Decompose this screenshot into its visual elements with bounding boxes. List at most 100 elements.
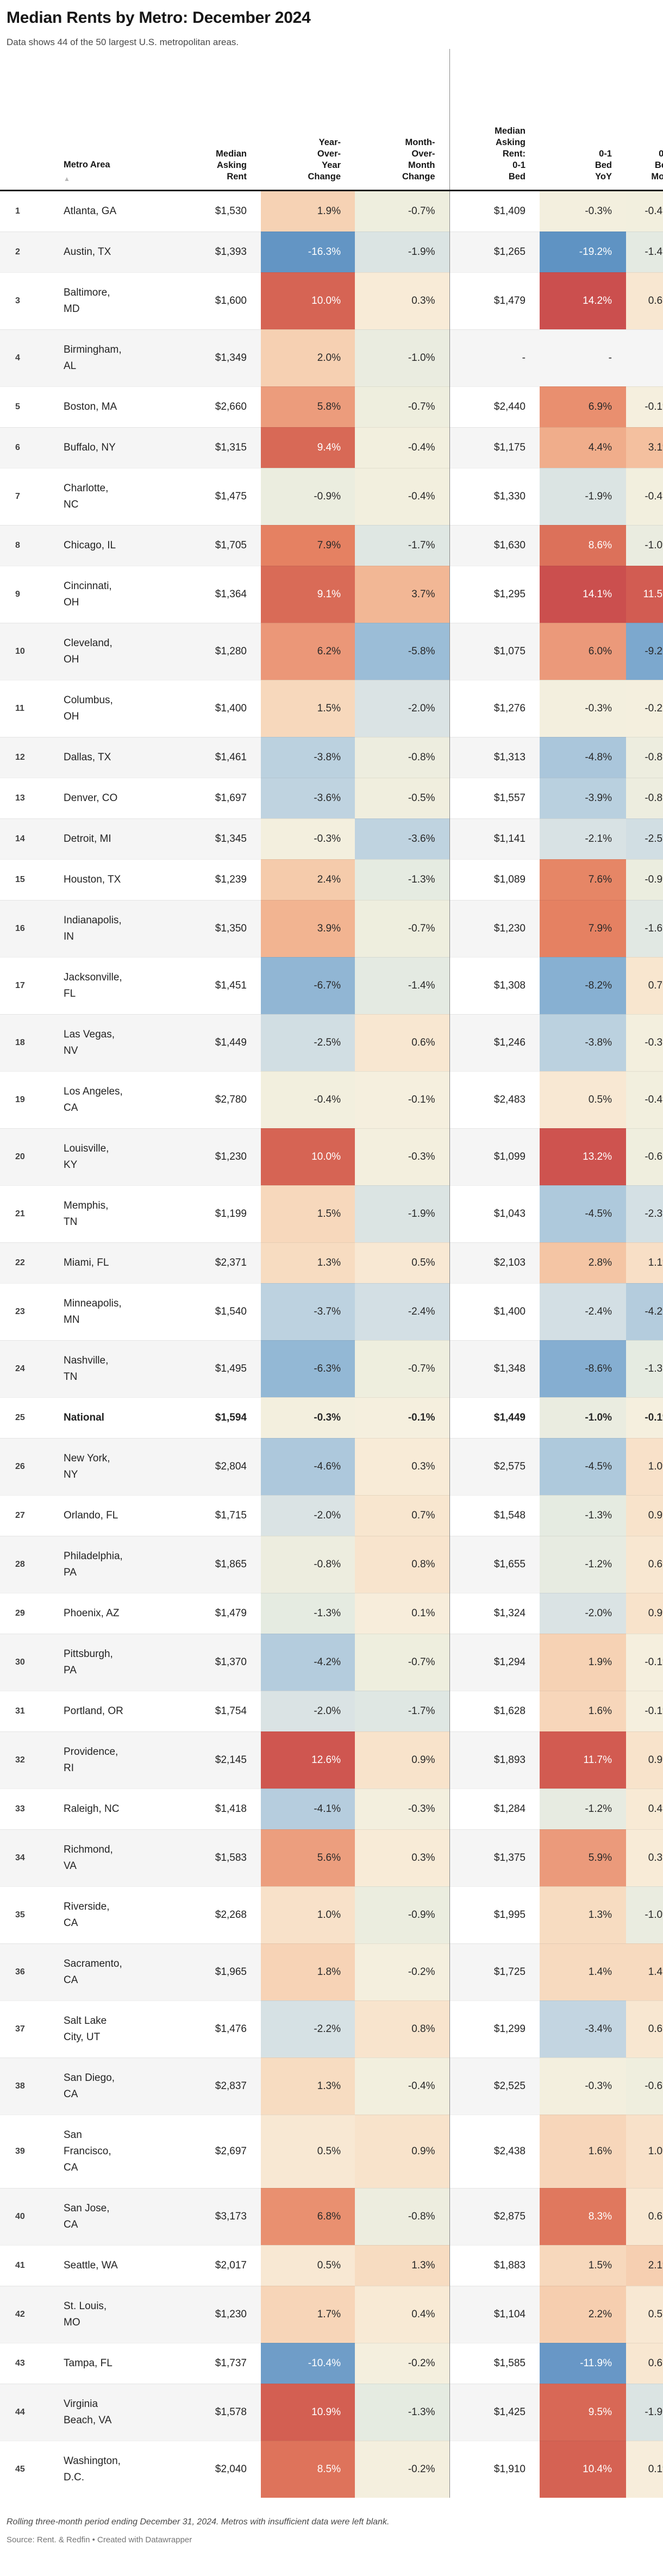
cell-yoy-change: -4.1%	[261, 1788, 355, 1829]
cell-01-bed-yoy: 1.3%	[540, 1886, 626, 1943]
cell-median-asking-rent: $1,449	[174, 1014, 261, 1071]
table-row: 28 Philadelphia, PA $1,865 -0.8% 0.8% $1,655-…	[0, 1535, 663, 1593]
table-row: 41 Seattle, WA $2,017 0.5% 1.3% $1,883 1.5% 2.1…	[0, 2244, 663, 2286]
cell-yoy-change: 1.5%	[261, 1185, 355, 1242]
col-header-metro-area[interactable]: Metro Area ▲	[41, 49, 174, 191]
cell-yoy-change: 2.0%	[261, 329, 355, 386]
col-header-01-bed-yoy[interactable]: 0-1 Bed YoY	[540, 49, 626, 191]
cell-yoy-change: 3.9%	[261, 899, 355, 957]
cell-01-bed-mom: 1.1%	[626, 1242, 663, 1283]
cell-01-bed-mom: -1.0%	[626, 1886, 663, 1943]
cell-metro-area: Austin, TX	[41, 231, 174, 272]
cell-median-asking-rent-01-bed: $1,725	[449, 1943, 540, 2000]
cell-yoy-change: -2.5%	[261, 1014, 355, 1071]
cell-mom-change: -0.3%	[355, 1128, 449, 1185]
cell-median-asking-rent-01-bed: $2,103	[449, 1242, 540, 1283]
cell-01-bed-mom: -0.8%	[626, 777, 663, 818]
cell-median-asking-rent-01-bed: $1,348	[449, 1340, 540, 1397]
cell-01-bed-yoy: 13.2%	[540, 1128, 626, 1185]
cell-metro-area: Washington, D.C.	[41, 2440, 174, 2498]
cell-01-bed-yoy: -0.3%	[540, 679, 626, 737]
cell-rank: 25	[0, 1397, 41, 1438]
cell-rank: 11	[0, 679, 41, 737]
table-row: 7 Charlotte, NC $1,475 -0.9% -0.4% $1,330 -1.9…	[0, 467, 663, 525]
cell-yoy-change: -6.3%	[261, 1340, 355, 1397]
cell-mom-change: -0.4%	[355, 427, 449, 468]
cell-median-asking-rent: $1,705	[174, 524, 261, 566]
col-header-01-bed-mom[interactable]: 0-1 Bed MoM	[626, 49, 663, 191]
cell-01-bed-mom: 1.4%	[626, 1943, 663, 2000]
table-row: 11 Columbus, OH $1,400 1.5% -2.0% $1,276 -0.3%…	[0, 679, 663, 737]
cell-01-bed-mom: 0.4%	[626, 1788, 663, 1829]
table-row: 20 Louisville, KY $1,230 10.0% -0.3% $1,099 13…	[0, 1128, 663, 1185]
table-row: 40 San Jose, CA $3,173 6.8% -0.8% $2,875 8.3% 0…	[0, 2187, 663, 2245]
cell-rank: 24	[0, 1340, 41, 1397]
cell-mom-change: -0.3%	[355, 1788, 449, 1829]
cell-rank: 42	[0, 2285, 41, 2343]
cell-yoy-change: -4.2%	[261, 1633, 355, 1691]
cell-median-asking-rent: $2,660	[174, 386, 261, 427]
cell-mom-change: -0.5%	[355, 777, 449, 818]
table-row: 24 Nashville, TN $1,495 -6.3% -0.7% $1,348 -8.…	[0, 1340, 663, 1397]
cell-median-asking-rent-01-bed: $1,910	[449, 2440, 540, 2498]
col-header-median-asking-rent-01-bed[interactable]: Median Asking Rent: 0-1 Bed	[449, 49, 540, 191]
sort-ascending-icon[interactable]: ▲	[64, 174, 70, 183]
col-header-median-asking-rent[interactable]: Median Asking Rent	[174, 49, 261, 191]
cell-01-bed-mom: -0.8%	[626, 736, 663, 778]
cell-metro-area: Minneapolis, MN	[41, 1283, 174, 1340]
cell-01-bed-yoy: -11.9%	[540, 2342, 626, 2384]
cell-median-asking-rent: $1,280	[174, 622, 261, 680]
cell-median-asking-rent: $2,371	[174, 1242, 261, 1283]
cell-01-bed-mom: -0.4%	[626, 467, 663, 525]
cell-median-asking-rent-01-bed: $1,294	[449, 1633, 540, 1691]
cell-mom-change: 0.5%	[355, 1242, 449, 1283]
cell-01-bed-yoy: -3.9%	[540, 777, 626, 818]
cell-mom-change: 0.9%	[355, 2114, 449, 2188]
col-header-yoy-change[interactable]: Year- Over- Year Change	[261, 49, 355, 191]
cell-01-bed-yoy: -2.1%	[540, 818, 626, 859]
cell-mom-change: 0.9%	[355, 1731, 449, 1789]
cell-rank: 19	[0, 1071, 41, 1128]
cell-01-bed-yoy: 14.2%	[540, 272, 626, 329]
page-title: Median Rents by Metro: December 2024	[7, 9, 311, 27]
cell-median-asking-rent: $1,865	[174, 1535, 261, 1593]
cell-metro-area: Birmingham, AL	[41, 329, 174, 386]
cell-yoy-change: -4.6%	[261, 1437, 355, 1495]
cell-01-bed-mom: -0.6%	[626, 1128, 663, 1185]
cell-mom-change: 0.8%	[355, 1535, 449, 1593]
cell-yoy-change: 5.8%	[261, 386, 355, 427]
cell-median-asking-rent: $1,451	[174, 956, 261, 1014]
table-row: 21 Memphis, TN $1,199 1.5% -1.9% $1,043 -4.5% -…	[0, 1185, 663, 1242]
cell-median-asking-rent: $2,697	[174, 2114, 261, 2188]
cell-median-asking-rent-01-bed: $1,655	[449, 1535, 540, 1593]
table-row: 38 San Diego, CA $2,837 1.3% -0.4% $2,525 -0.3…	[0, 2057, 663, 2115]
table-row: 1 Atlanta, GA $1,530 1.9% -0.7% $1,409 -0.3% -0…	[0, 190, 663, 232]
table-row: 35 Riverside, CA $2,268 1.0% -0.9% $1,995 1.3%…	[0, 1886, 663, 1943]
cell-mom-change: 3.7%	[355, 565, 449, 623]
cell-yoy-change: 9.4%	[261, 427, 355, 468]
cell-rank: 27	[0, 1495, 41, 1536]
cell-yoy-change: 5.6%	[261, 1829, 355, 1886]
cell-metro-area: Seattle, WA	[41, 2244, 174, 2286]
cell-median-asking-rent-01-bed: $1,175	[449, 427, 540, 468]
cell-mom-change: -0.2%	[355, 2440, 449, 2498]
cell-median-asking-rent-01-bed: $1,324	[449, 1592, 540, 1634]
cell-01-bed-yoy: -19.2%	[540, 231, 626, 272]
cell-mom-change: -1.7%	[355, 524, 449, 566]
cell-mom-change: -2.4%	[355, 1283, 449, 1340]
cell-median-asking-rent: $1,230	[174, 2285, 261, 2343]
cell-01-bed-mom: 0.1%	[626, 2440, 663, 2498]
cell-01-bed-mom: 3.1%	[626, 427, 663, 468]
cell-metro-area: Providence, RI	[41, 1731, 174, 1789]
cell-01-bed-mom: 0.5%	[626, 2285, 663, 2343]
cell-median-asking-rent: $3,173	[174, 2187, 261, 2245]
col-header-mom-change[interactable]: Month- Over- Month Change	[355, 49, 449, 191]
cell-yoy-change: 8.5%	[261, 2440, 355, 2498]
cell-median-asking-rent: $1,479	[174, 1592, 261, 1634]
source-attribution: Source: Rent. & Redfin • Created with Da…	[7, 2535, 192, 2544]
table-row: 8 Chicago, IL $1,705 7.9% -1.7% $1,630 8.6% -1.…	[0, 524, 663, 566]
cell-01-bed-mom: -0.1%	[626, 1633, 663, 1691]
cell-rank: 31	[0, 1690, 41, 1731]
cell-median-asking-rent: $1,349	[174, 329, 261, 386]
